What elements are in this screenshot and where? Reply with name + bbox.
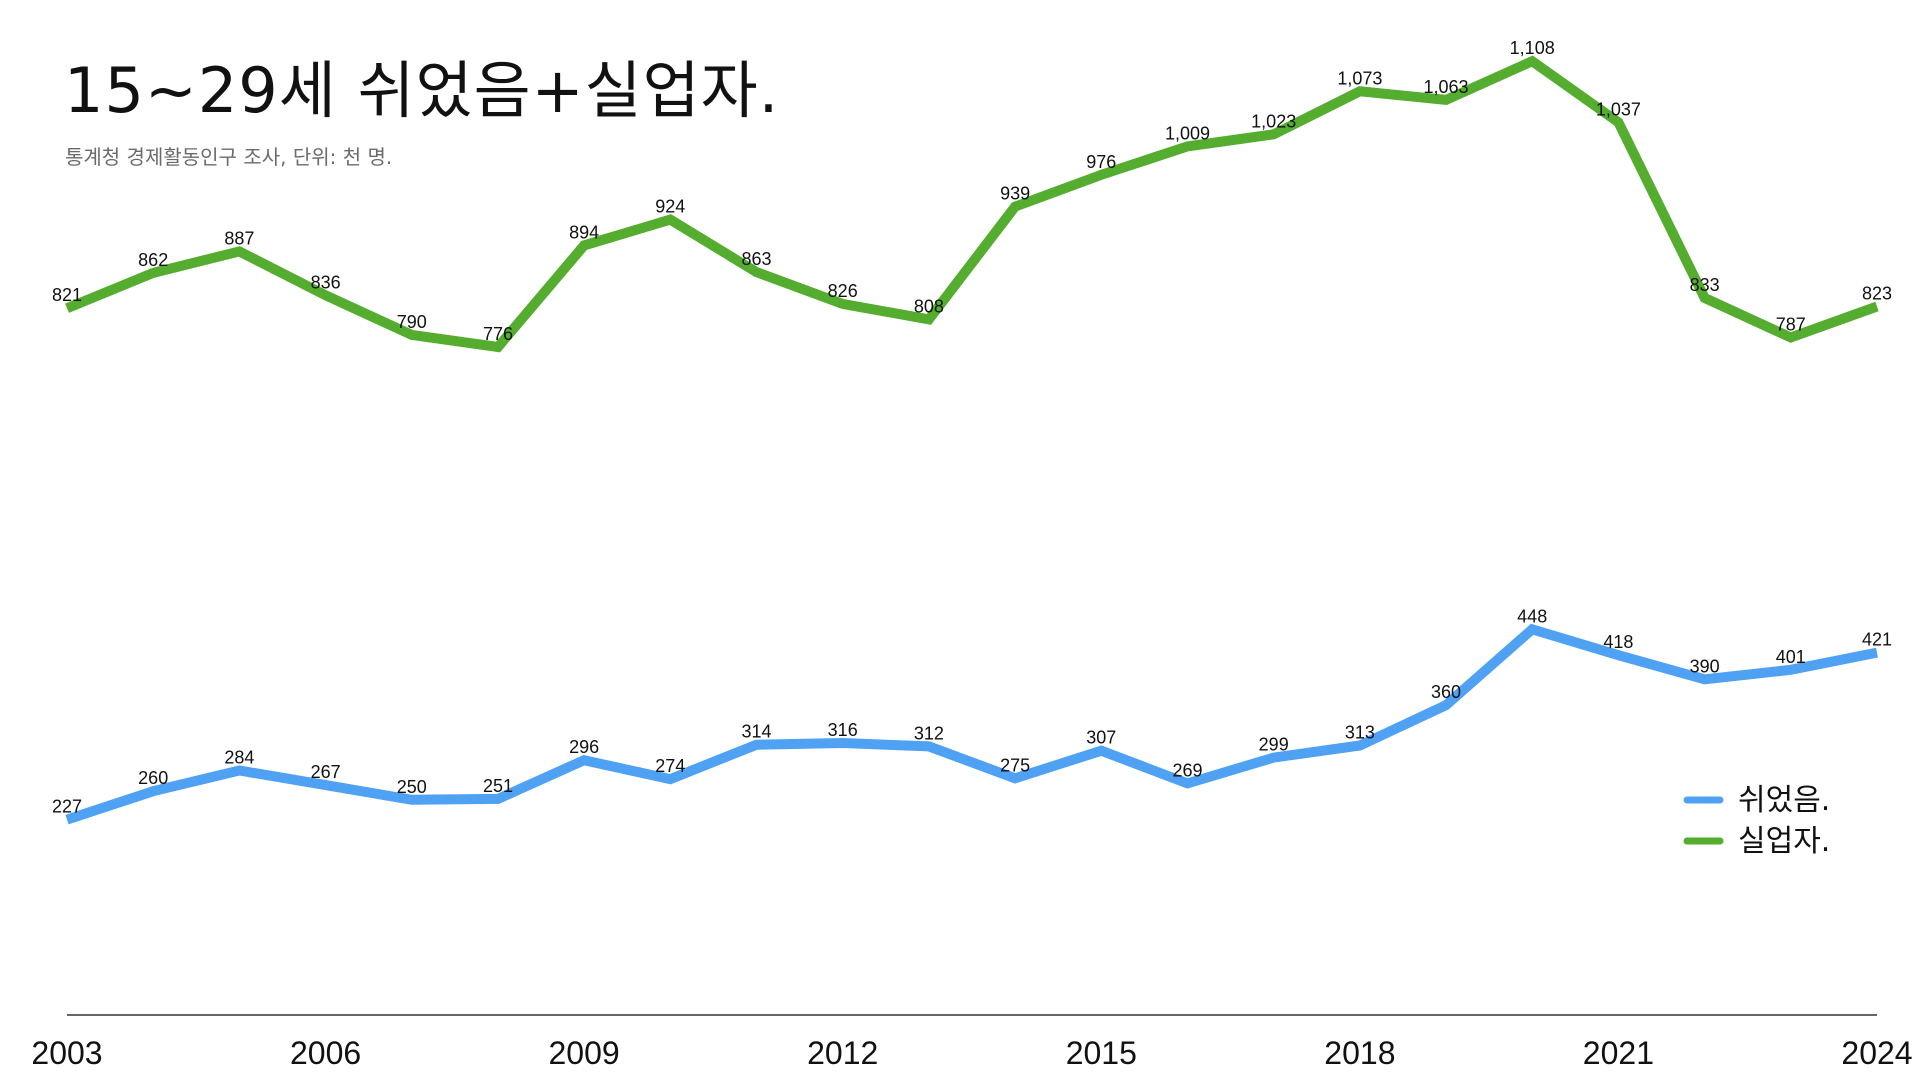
data-label-series-0-2004: 260 xyxy=(138,768,168,788)
data-label-series-1-2019: 1,063 xyxy=(1423,77,1468,97)
data-label-series-0-2013: 312 xyxy=(914,723,944,743)
data-label-series-0-2019: 360 xyxy=(1431,682,1461,702)
data-label-series-1-2004: 862 xyxy=(138,250,168,270)
data-label-series-1-2012: 826 xyxy=(828,281,858,301)
data-label-series-1-2009: 894 xyxy=(569,222,599,242)
data-label-series-1-2011: 863 xyxy=(741,249,771,269)
x-tick-label-2024: 2024 xyxy=(1841,1035,1912,1071)
data-label-series-1-2017: 1,023 xyxy=(1251,111,1296,131)
data-label-series-1-2021: 1,037 xyxy=(1596,99,1641,119)
data-label-series-1-2015: 976 xyxy=(1086,152,1116,172)
data-label-series-0-2008: 251 xyxy=(483,776,513,796)
data-label-series-0-2015: 307 xyxy=(1086,728,1116,748)
data-label-series-1-2008: 776 xyxy=(483,324,513,344)
data-label-series-0-2009: 296 xyxy=(569,737,599,757)
data-label-series-0-2024: 421 xyxy=(1862,630,1892,650)
data-label-series-0-2020: 448 xyxy=(1517,606,1547,626)
data-label-series-1-2020: 1,108 xyxy=(1510,38,1555,58)
data-label-series-0-2022: 390 xyxy=(1690,656,1720,676)
chart-subtitle: 통계청 경제활동인구 조사, 단위: 천 명. xyxy=(65,145,393,169)
data-label-series-0-2018: 313 xyxy=(1345,723,1375,743)
data-label-series-0-2005: 284 xyxy=(224,748,254,768)
x-axis-ticks: 2003 2006 2009 2012 2015 2018 2021 2024 xyxy=(31,1035,1912,1071)
x-tick-label-2015: 2015 xyxy=(1066,1035,1137,1071)
data-label-series-1-2016: 1,009 xyxy=(1165,123,1210,143)
legend: 쉬었음. 실업자. xyxy=(1683,783,1830,859)
data-label-series-1-2005: 887 xyxy=(224,228,254,248)
x-tick-label-2018: 2018 xyxy=(1324,1035,1395,1071)
x-tick-label-2003: 2003 xyxy=(31,1035,102,1071)
x-tick-label-2012: 2012 xyxy=(807,1035,878,1071)
x-tick-label-2009: 2009 xyxy=(549,1035,620,1071)
data-label-series-1-2006: 836 xyxy=(311,272,341,292)
legend-label-series-0: 쉬었음. xyxy=(1738,783,1830,818)
data-label-series-1-2024: 823 xyxy=(1862,284,1892,304)
legend-label-series-1: 실업자. xyxy=(1738,824,1830,859)
data-label-series-0-2023: 401 xyxy=(1776,647,1806,667)
x-tick-label-2021: 2021 xyxy=(1583,1035,1654,1071)
data-label-series-1-2022: 833 xyxy=(1690,275,1720,295)
data-label-series-1-2013: 808 xyxy=(914,296,944,316)
data-label-series-1-2014: 939 xyxy=(1000,184,1030,204)
data-label-series-1-2018: 1,073 xyxy=(1337,68,1382,88)
series-line-1 xyxy=(65,55,1879,353)
data-label-series-0-2006: 267 xyxy=(311,762,341,782)
series-layer xyxy=(65,55,1879,825)
data-label-series-0-2012: 316 xyxy=(828,720,858,740)
data-label-series-0-2011: 314 xyxy=(741,722,771,742)
data-label-series-0-2017: 299 xyxy=(1259,735,1289,755)
series-line-0 xyxy=(65,623,1878,825)
data-label-series-1-2023: 787 xyxy=(1776,315,1806,335)
data-label-series-0-2003: 227 xyxy=(52,797,82,817)
data-label-series-0-2014: 275 xyxy=(1000,755,1030,775)
chart-title: 15~29세 쉬었음+실업자. xyxy=(64,54,780,127)
data-label-series-1-2003: 821 xyxy=(52,285,82,305)
data-label-series-0-2007: 250 xyxy=(397,777,427,797)
data-label-series-0-2021: 418 xyxy=(1603,632,1633,652)
data-label-series-0-2010: 274 xyxy=(655,756,685,776)
x-tick-label-2006: 2006 xyxy=(290,1035,361,1071)
data-label-series-1-2010: 924 xyxy=(655,197,685,217)
data-label-layer: 227 260 284 267 250 251 296 274 314 316 312 275 307 2… xyxy=(52,38,1892,816)
data-label-series-0-2016: 269 xyxy=(1172,760,1202,780)
data-label-series-1-2007: 790 xyxy=(397,312,427,332)
